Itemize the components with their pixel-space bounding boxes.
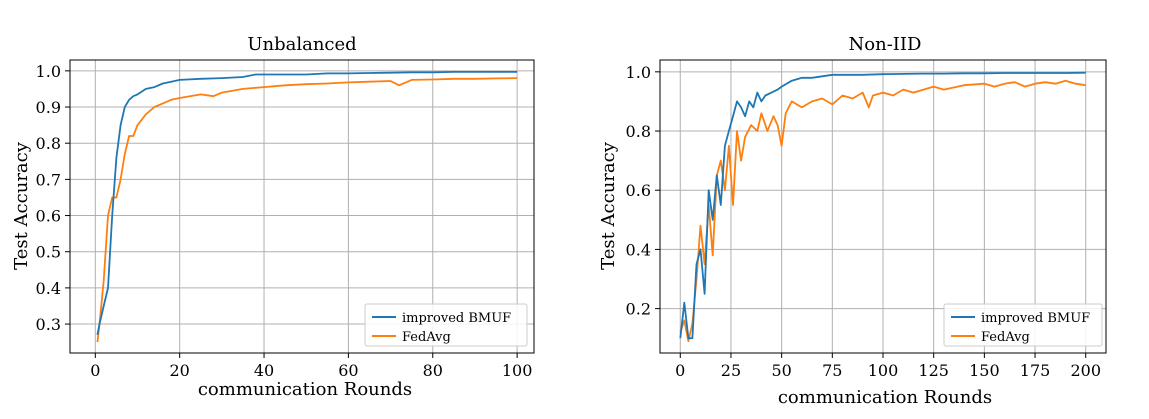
x-tick-label: 200 — [1070, 361, 1101, 380]
legend-label-fedavg: FedAvg — [981, 330, 1030, 345]
chart-title-unbalanced: Unbalanced — [247, 34, 356, 55]
y-tick-label: 0.8 — [626, 122, 651, 141]
x-tick-label: 100 — [502, 361, 533, 380]
series-line-improved-bmuf — [96, 71, 518, 336]
legend-label-fedavg: FedAvg — [402, 330, 451, 345]
ticks-non-iid: 0 25 50 75 100 125 150 175 200 0.2 0.4 0.6 0.8 1.0 — [626, 63, 1101, 380]
chart-unbalanced: Unbalanced 0 20 40 60 80 100 0.3 0.4 0.5 0.6 0.7 0.… — [11, 34, 535, 400]
series-lines-unbalanced — [96, 71, 518, 343]
x-tick-label: 60 — [338, 361, 358, 380]
x-tick-label: 75 — [822, 361, 842, 380]
x-tick-label: 150 — [969, 361, 1000, 380]
y-tick-label: 0.7 — [36, 170, 61, 189]
series-line-fedavg — [96, 77, 518, 343]
x-tick-label: 0 — [90, 361, 100, 380]
legend-box — [364, 303, 528, 347]
y-tick-label: 0.2 — [626, 300, 651, 319]
y-tick-label: 0.9 — [36, 98, 61, 117]
y-axis-label-unbalanced: Test Accuracy — [11, 141, 32, 270]
y-tick-label: 0.6 — [626, 181, 651, 200]
x-tick-label: 125 — [918, 361, 949, 380]
x-tick-label: 25 — [721, 361, 741, 380]
y-axis-label-non-iid: Test Accuracy — [598, 141, 619, 270]
y-tick-label: 0.4 — [626, 240, 651, 259]
chart-title-non-iid: Non-IID — [849, 34, 922, 55]
x-axis-label-unbalanced: communication Rounds — [198, 379, 412, 400]
series-lines-non-iid — [679, 71, 1086, 343]
x-tick-label: 80 — [423, 361, 443, 380]
ticks-unbalanced: 0 20 40 60 80 100 0.3 0.4 0.5 0.6 0.7 0.8 0.9 1.0 — [36, 62, 533, 380]
y-tick-label: 0.5 — [36, 243, 61, 262]
x-tick-label: 100 — [868, 361, 899, 380]
plot-frame-unbalanced — [69, 59, 535, 354]
plot-frame-non-iid — [659, 59, 1107, 354]
x-tick-label: 50 — [771, 361, 791, 380]
legend-box — [943, 303, 1103, 347]
y-tick-label: 1.0 — [626, 63, 651, 82]
x-axis-label-non-iid: communication Rounds — [778, 387, 992, 408]
grid-unbalanced — [70, 60, 534, 353]
legend-non-iid: improved BMUF FedAvg — [943, 303, 1103, 347]
x-tick-label: 0 — [675, 361, 685, 380]
legend-label-improved-bmuf: improved BMUF — [981, 311, 1090, 326]
y-tick-label: 1.0 — [36, 62, 61, 81]
y-tick-label: 0.6 — [36, 207, 61, 226]
x-tick-label: 175 — [1020, 361, 1051, 380]
y-tick-label: 0.8 — [36, 134, 61, 153]
y-tick-label: 0.4 — [36, 279, 61, 298]
x-tick-label: 20 — [169, 361, 189, 380]
y-tick-label: 0.3 — [36, 315, 61, 334]
series-line-improved-bmuf — [679, 71, 1086, 340]
chart-non-iid: Non-IID 0 25 50 75 100 125 150 175 2000.20.40.60… — [598, 34, 1107, 408]
legend-label-improved-bmuf: improved BMUF — [402, 311, 511, 326]
x-tick-label: 40 — [254, 361, 274, 380]
legend-unbalanced: improved BMUF FedAvg — [364, 303, 528, 347]
